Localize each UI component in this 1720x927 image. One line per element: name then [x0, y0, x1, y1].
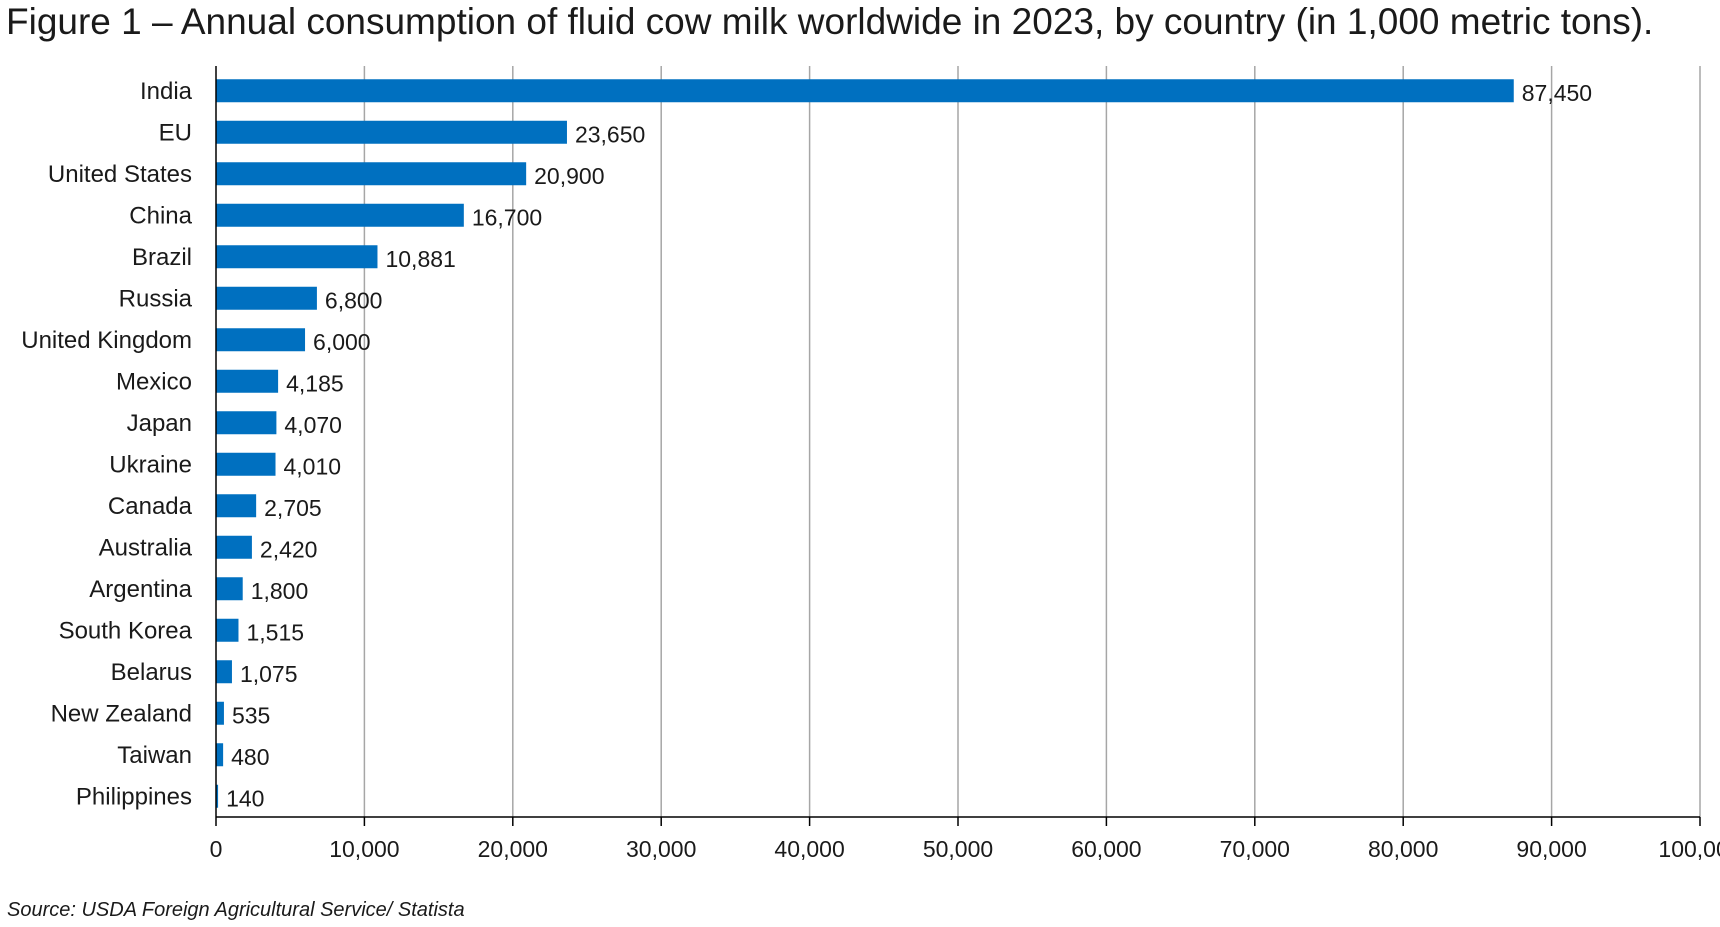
- category-label: India: [140, 78, 193, 105]
- category-label: Canada: [108, 493, 193, 520]
- data-label: 20,900: [534, 163, 604, 189]
- category-label: Argentina: [89, 576, 192, 603]
- bar: [216, 701, 224, 725]
- labels: 0 10,000 20,000 30,000 40,000 50,000 60,000 70,…: [21, 78, 1720, 862]
- category-label: EU: [159, 119, 192, 146]
- bar: [216, 660, 232, 684]
- axes: [215, 66, 1701, 826]
- data-label: 4,070: [284, 412, 342, 438]
- x-tick-label: 70,000: [1220, 836, 1290, 862]
- category-label: Brazil: [132, 244, 192, 271]
- data-label: 16,700: [472, 204, 542, 230]
- data-label: 140: [226, 785, 264, 811]
- source-note: Source: USDA Foreign Agricultural Servic…: [7, 899, 465, 921]
- category-label: Philippines: [76, 783, 192, 810]
- category-label: United States: [48, 161, 192, 188]
- bar: [216, 203, 464, 227]
- category-label: Belarus: [111, 659, 192, 686]
- data-label: 23,650: [575, 121, 645, 147]
- category-label: New Zealand: [51, 700, 192, 727]
- bars: [216, 79, 1514, 808]
- bar: [216, 452, 276, 476]
- bar: [216, 577, 243, 601]
- category-label: South Korea: [59, 617, 193, 644]
- data-label: 1,075: [240, 661, 298, 687]
- x-tick-label: 90,000: [1516, 836, 1586, 862]
- bar: [216, 328, 306, 352]
- x-tick-label: 30,000: [626, 836, 696, 862]
- data-label: 1,800: [251, 578, 309, 604]
- bar: [216, 79, 1514, 103]
- x-tick-label: 100,000: [1658, 836, 1720, 862]
- gridlines: [363, 66, 1701, 817]
- bar: [216, 286, 317, 310]
- data-label: 2,705: [264, 495, 322, 521]
- category-label: Mexico: [116, 368, 192, 395]
- bar: [216, 743, 224, 767]
- category-label: Russia: [119, 285, 193, 312]
- bar: [216, 411, 277, 435]
- bar: [216, 618, 239, 642]
- x-tick-label: 10,000: [329, 836, 399, 862]
- x-tick-label: 20,000: [478, 836, 548, 862]
- x-tick-label: 0: [210, 836, 223, 862]
- bar: [216, 369, 279, 393]
- chart-title: Figure 1 – Annual consumption of fluid c…: [6, 1, 1654, 42]
- data-label: 4,010: [284, 453, 342, 479]
- category-label: Australia: [99, 534, 193, 561]
- category-label: Taiwan: [117, 742, 192, 769]
- bar: [216, 535, 252, 559]
- x-tick-label: 50,000: [923, 836, 993, 862]
- x-tick-label: 80,000: [1368, 836, 1438, 862]
- data-label: 6,800: [325, 287, 383, 313]
- data-label: 10,881: [385, 246, 455, 272]
- category-label: Ukraine: [109, 451, 192, 478]
- bar: [216, 494, 257, 518]
- data-label: 4,185: [286, 370, 344, 396]
- data-label: 87,450: [1522, 80, 1592, 106]
- x-tick-label: 40,000: [774, 836, 844, 862]
- x-tick-label: 60,000: [1071, 836, 1141, 862]
- bar: [216, 245, 378, 269]
- category-label: Japan: [127, 410, 192, 437]
- data-label: 480: [231, 744, 269, 770]
- bar: [216, 784, 219, 808]
- bar: [216, 120, 567, 144]
- data-label: 2,420: [260, 536, 318, 562]
- bar: [216, 162, 527, 186]
- category-label: China: [129, 202, 192, 229]
- data-label: 6,000: [313, 329, 371, 355]
- data-label: 535: [232, 702, 270, 728]
- category-label: United Kingdom: [21, 327, 192, 354]
- data-label: 1,515: [246, 619, 304, 645]
